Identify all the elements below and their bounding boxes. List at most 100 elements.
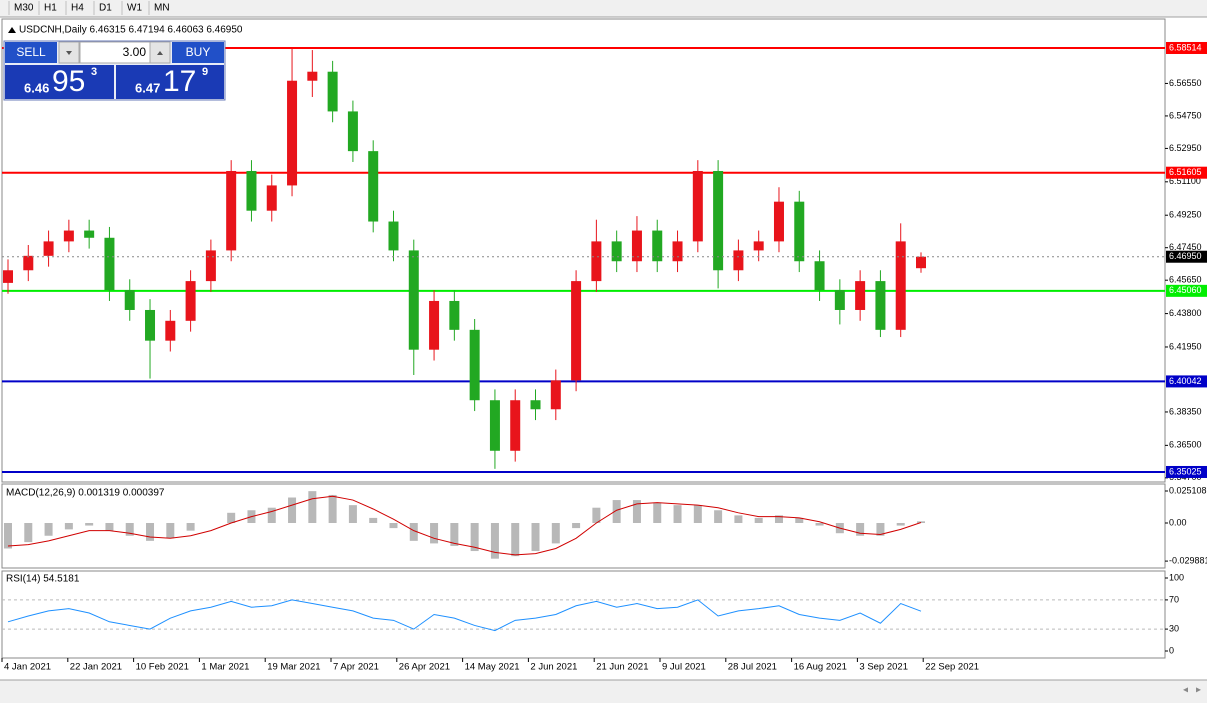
x-tick-label: 7 Apr 2021 xyxy=(333,662,379,673)
buy-button[interactable] xyxy=(172,42,224,63)
x-tick-label: 9 Jul 2021 xyxy=(662,662,706,673)
candle-body xyxy=(185,281,196,321)
candle-body xyxy=(672,241,683,262)
level-box xyxy=(1166,166,1207,179)
y-tick-label: 6.38350 xyxy=(1169,406,1202,416)
candle-body xyxy=(571,281,582,381)
macd-bar xyxy=(348,505,357,524)
candle-body xyxy=(875,281,886,330)
sell-price-point: 3 xyxy=(91,66,97,78)
sell-button[interactable] xyxy=(5,42,57,63)
macd-bar xyxy=(389,523,398,529)
candle-body xyxy=(449,300,460,330)
macd-bar xyxy=(653,502,662,524)
candle-body xyxy=(550,380,561,410)
level-box xyxy=(1166,465,1207,478)
candle-body xyxy=(631,230,642,262)
macd-bar xyxy=(815,523,824,526)
candle-body xyxy=(814,261,825,291)
timeframe-group: M30 H1 H4 D1 W1 MN xyxy=(14,3,170,14)
sell-price-box[interactable] xyxy=(5,65,114,99)
buy-label[interactable]: BUY xyxy=(186,45,211,59)
macd-bar xyxy=(774,515,783,524)
volume-value: 3.00 xyxy=(123,45,147,59)
candle-body xyxy=(611,241,622,262)
macd-bar xyxy=(227,512,236,524)
level-label: 6.51605 xyxy=(1169,167,1202,177)
y-tick-label: 6.51100 xyxy=(1169,176,1201,186)
candle-body xyxy=(104,237,115,291)
y-tick-label: 6.36500 xyxy=(1169,440,1202,450)
macd-bar xyxy=(592,507,601,524)
chart-title: USDCNH,Daily 6.46315 6.47194 6.46063 6.4… xyxy=(19,25,243,36)
macd-bar xyxy=(795,517,804,524)
down-arrow xyxy=(66,51,72,55)
candle-body xyxy=(652,230,663,262)
x-tick-label: 4 Jan 2021 xyxy=(4,662,51,673)
buy-price-pips: 17 xyxy=(163,65,196,98)
timeframe-button[interactable]: M30 xyxy=(14,3,34,14)
x-tick-label: 19 Mar 2021 xyxy=(267,662,320,673)
y-tick-label: 6.43800 xyxy=(1169,308,1202,318)
candle-body xyxy=(713,170,724,271)
tab-scroll-left[interactable]: ◂ xyxy=(1183,685,1188,696)
macd-bar xyxy=(734,515,743,524)
candle-body xyxy=(753,241,764,251)
timeframe-button[interactable]: H4 xyxy=(71,3,84,14)
macd-bar xyxy=(44,523,53,536)
macd-bar xyxy=(430,523,439,544)
y-tick-label: 6.56550 xyxy=(1169,78,1202,88)
macd-bar xyxy=(267,507,276,524)
macd-bar xyxy=(673,505,682,524)
candle-body xyxy=(469,329,480,401)
candle-body xyxy=(834,290,845,310)
candle-body xyxy=(510,400,521,451)
macd-bar xyxy=(632,500,641,524)
timeframe-button[interactable]: D1 xyxy=(99,3,112,14)
x-tick-label: 22 Sep 2021 xyxy=(925,662,979,673)
timeframe-button[interactable]: H1 xyxy=(44,3,57,14)
toolbar xyxy=(0,0,1207,17)
macd-bar xyxy=(4,523,12,549)
sell-price-big: 6.46 xyxy=(24,80,49,95)
macd-bar xyxy=(186,523,195,531)
up-arrow xyxy=(157,51,163,55)
macd-bar xyxy=(490,523,499,559)
timeframe-button[interactable]: MN xyxy=(154,3,170,14)
candle-body xyxy=(287,80,298,186)
timeframe-button[interactable]: W1 xyxy=(127,3,142,14)
macd-bar xyxy=(754,517,763,524)
candle-body xyxy=(124,290,135,310)
rsi-line xyxy=(7,599,922,632)
macd-bar xyxy=(511,523,520,557)
candle-body xyxy=(205,250,216,282)
candle-body xyxy=(530,400,541,410)
candle-body xyxy=(794,201,805,262)
candle-body xyxy=(266,185,277,211)
macd-panel xyxy=(1,483,1166,569)
buy-price-box[interactable] xyxy=(116,65,224,99)
macd-bar xyxy=(876,523,885,536)
level-box xyxy=(1166,375,1207,388)
level-label: 6.45060 xyxy=(1169,285,1202,295)
macd-bar xyxy=(64,523,73,530)
candle-body xyxy=(23,255,34,271)
rsi-panel xyxy=(1,570,1166,659)
candle-body xyxy=(895,241,906,330)
candle-body xyxy=(327,71,338,112)
macd-bar xyxy=(450,523,459,546)
candle-body xyxy=(226,170,237,251)
level-box xyxy=(1166,284,1207,297)
y-tick-label: 6.47450 xyxy=(1169,242,1202,252)
x-tick-label: 26 Apr 2021 xyxy=(399,662,450,673)
collapse-icon[interactable] xyxy=(8,27,16,33)
sell-label[interactable]: SELL xyxy=(16,45,46,59)
y-tick-label: 6.41950 xyxy=(1169,341,1202,351)
macd-bar xyxy=(24,523,33,543)
y-tick-label: 6.52950 xyxy=(1169,143,1202,153)
x-tick-label: 16 Aug 2021 xyxy=(794,662,847,673)
x-tick-label: 1 Mar 2021 xyxy=(201,662,249,673)
tab-scroll-right[interactable]: ▸ xyxy=(1196,685,1201,696)
macd-bar xyxy=(409,523,418,541)
